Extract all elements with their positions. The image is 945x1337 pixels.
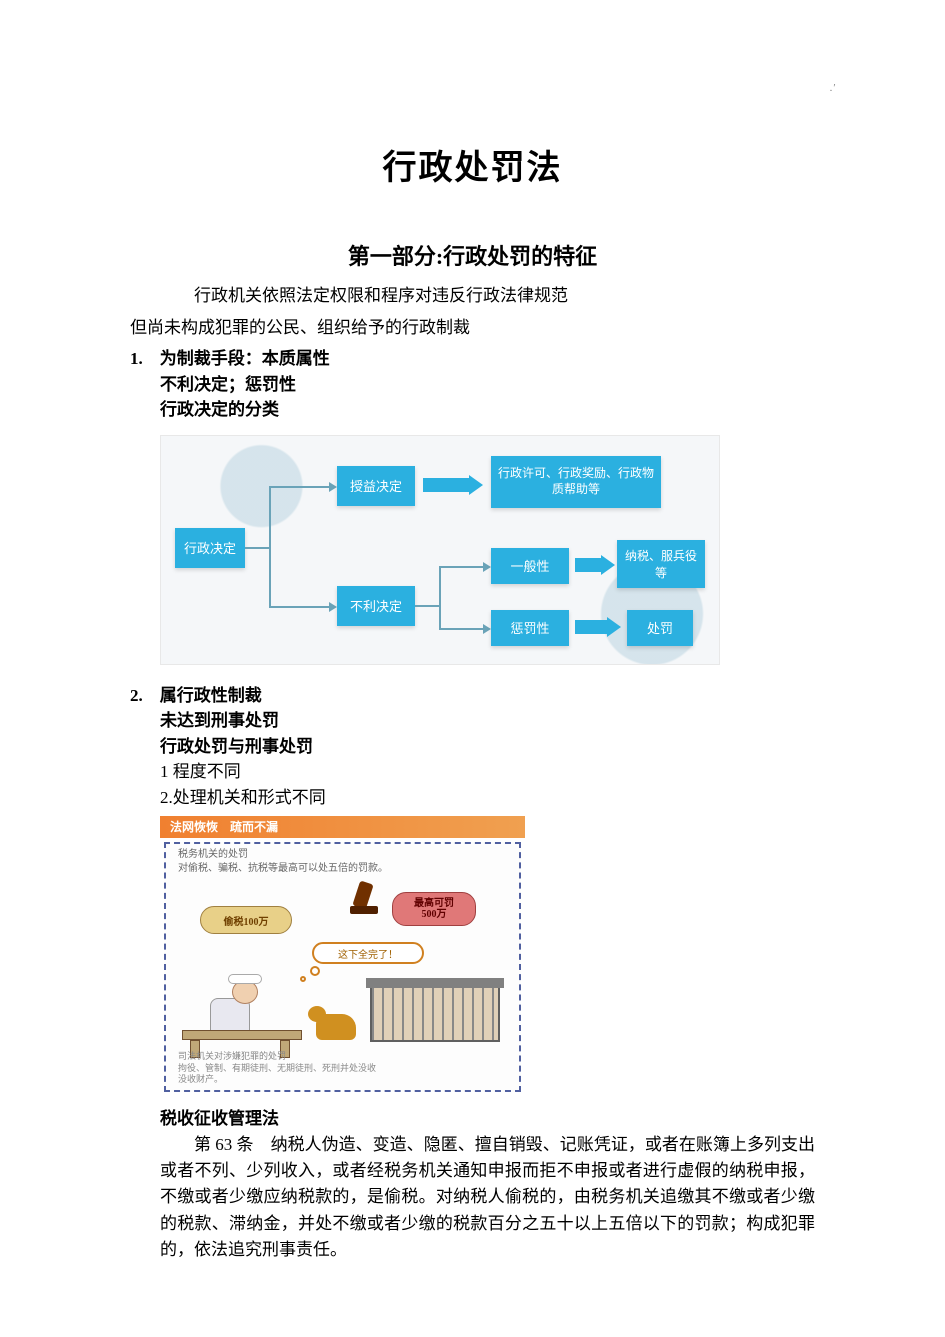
section1-title: 第一部分:行政处罚的特征 (130, 239, 815, 271)
illus-caption-bottom-l2: 拘役、管制、有期徒刑、无期徒刑、死刑并处没收 (178, 1063, 376, 1075)
intro-line2: 但尚未构成犯罪的公民、组织给予的行政制裁 (130, 315, 815, 341)
node-general: 一般性 (491, 548, 569, 584)
page-corner-mark: .′ (830, 82, 835, 94)
intro-line1: 行政机关依照法定权限和程序对违反行政法律规范 (160, 283, 815, 309)
thought-tail-icon (310, 966, 320, 976)
dog-head-icon (308, 1006, 326, 1022)
bubble-fine-l2: 500万 (422, 909, 447, 920)
tax-penalty-illustration: 法网恢恢 疏而不漏 税务机关的处罚 对偷税、骗税、抗税等最高可以处五倍的罚款。 … (160, 816, 525, 1096)
node-tax: 纳税、服兵役等 (617, 540, 705, 588)
item1-sub2: 行政决定的分类 (160, 397, 815, 423)
item2-p1: 1 程度不同 (160, 759, 815, 785)
node-adverse: 不利决定 (337, 586, 415, 626)
item2-head: 2. 属行政性制裁 (130, 683, 815, 709)
illus-caption-bottom-l3: 没收财产。 (178, 1074, 376, 1086)
illus-banner: 法网恢恢 疏而不漏 (160, 816, 525, 838)
desk-top (182, 1030, 302, 1040)
thought-tail2-icon (300, 976, 306, 982)
illus-caption-bottom: 司法机关对涉嫌犯罪的处罚 拘役、管制、有期徒刑、无期徒刑、死刑并处没收 没收财产… (178, 1051, 376, 1086)
jail-icon (370, 986, 500, 1042)
node-punish: 惩罚性 (491, 610, 569, 646)
item1-head: 1. 为制裁手段：本质属性 (130, 346, 815, 372)
person-hat-icon (228, 974, 262, 984)
node-root: 行政决定 (175, 528, 245, 568)
illus-caption-top-l2: 对偷税、骗税、抗税等最高可以处五倍的罚款。 (178, 862, 388, 876)
document-page: 行政处罚法 第一部分:行政处罚的特征 行政机关依照法定权限和程序对违反行政法律规… (0, 0, 945, 1303)
tax-law-article: 第 63 条 纳税人伪造、变造、隐匿、擅自销毁、记账凭证，或者在账簿上多列支出或… (160, 1132, 815, 1264)
node-benefit: 授益决定 (337, 466, 415, 506)
illus-caption-bottom-l1: 司法机关对涉嫌犯罪的处罚 (178, 1051, 376, 1063)
item1-sub1: 不利决定；惩罚性 (160, 372, 815, 398)
item2-sub2: 行政处罚与刑事处罚 (160, 734, 815, 760)
item2-sub1: 未达到刑事处罚 (160, 708, 815, 734)
thought-bubble: 这下全完了！ (312, 942, 424, 964)
node-penalty: 处罚 (627, 610, 693, 646)
bubble-fine: 最高可罚 500万 (392, 892, 476, 926)
bubble-fine-l1: 最高可罚 (414, 898, 454, 909)
tax-law-heading: 税收征收管理法 (160, 1106, 815, 1132)
illus-caption-top: 税务机关的处罚 对偷税、骗税、抗税等最高可以处五倍的罚款。 (178, 848, 388, 876)
stamp-base-icon (350, 906, 378, 914)
decision-flowchart: 行政决定 授益决定 行政许可、行政奖励、行政物质帮助等 不利决定 一般性 纳税、… (160, 435, 720, 665)
illus-caption-top-l1: 税务机关的处罚 (178, 848, 388, 862)
item2-p2: 2.处理机关和形式不同 (160, 785, 815, 811)
bubble-evade: 偷税100万 (200, 906, 292, 934)
jail-roof-icon (366, 978, 504, 988)
node-permit: 行政许可、行政奖励、行政物质帮助等 (491, 456, 661, 508)
document-title: 行政处罚法 (130, 140, 815, 189)
